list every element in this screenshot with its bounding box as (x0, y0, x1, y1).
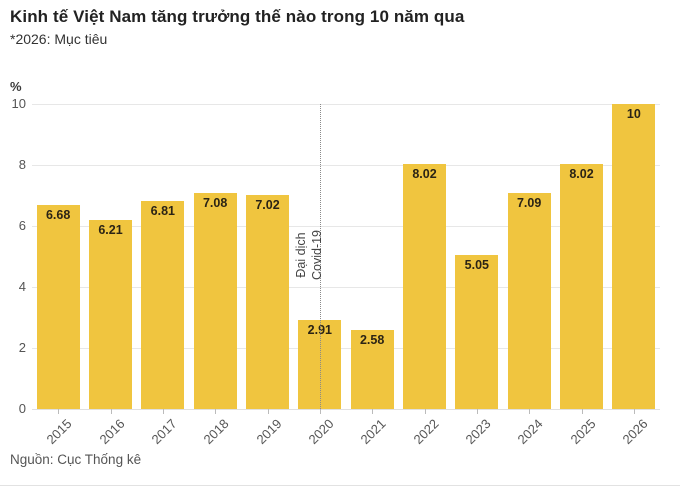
x-tick-label-2015: 2015 (43, 416, 75, 448)
x-tick-label-2024: 2024 (514, 416, 546, 448)
x-tick-2022 (424, 409, 426, 414)
x-tick-2023 (476, 409, 478, 414)
bottom-divider (0, 485, 680, 486)
covid-event-line (319, 104, 321, 409)
bar-value-label-2016: 6.21 (98, 222, 123, 237)
x-tick-label-2017: 2017 (148, 416, 180, 448)
bar-2022: 8.02 (403, 164, 446, 409)
bar-2024: 7.09 (507, 192, 551, 409)
gridline-y-0 (32, 409, 660, 410)
gridline-y-10 (32, 104, 660, 105)
bar-2018: 7.08 (193, 193, 237, 409)
bar-value-label-2019: 7.02 (255, 197, 280, 212)
plot-area: 6.68 6.21 6.81 7.08 7.02 2.91 2.58 8.02 5.05 7.09… (32, 104, 660, 410)
bar-value-label-2017: 6.81 (150, 204, 175, 219)
x-tick-2015 (58, 409, 60, 414)
x-tick-2018 (215, 409, 217, 414)
x-tick-label-2022: 2022 (410, 416, 442, 448)
gridline-y-4 (32, 287, 660, 288)
x-tick-label-2025: 2025 (567, 416, 599, 448)
x-tick-2026 (633, 409, 635, 414)
y-tick-label-10: 10 (11, 96, 26, 111)
x-tick-2016 (110, 409, 112, 414)
bar-2019: 7.02 (246, 194, 289, 409)
gridline-y-2 (32, 348, 660, 349)
x-tick-label-2021: 2021 (357, 416, 389, 448)
y-axis-unit-label: % (10, 79, 22, 94)
x-tick-2020 (319, 409, 321, 414)
x-tick-label-2026: 2026 (619, 416, 651, 448)
y-tick-label-2: 2 (18, 340, 26, 355)
bar-value-label-2024: 7.09 (516, 195, 542, 210)
bar-2017: 6.81 (141, 201, 185, 409)
gridline-y-6 (32, 226, 660, 227)
x-tick-label-2023: 2023 (462, 416, 494, 448)
x-tick-2021 (372, 409, 374, 414)
bar-value-label-2025: 8.02 (569, 167, 594, 182)
x-tick-label-2020: 2020 (305, 416, 337, 448)
x-tick-2024 (529, 409, 531, 414)
y-tick-label-0: 0 (18, 401, 26, 416)
y-tick-label-4: 4 (18, 279, 26, 294)
covid-annotation-label: Đại dịch Covid-19 (293, 229, 324, 280)
x-tick-label-2019: 2019 (253, 416, 285, 448)
bar-value-label-2022: 8.02 (412, 167, 437, 182)
bar-value-label-2021: 2.58 (359, 333, 385, 348)
bar-2026: 10 (612, 104, 656, 409)
x-tick-2025 (581, 409, 583, 414)
bar-2021: 2.58 (350, 330, 394, 409)
chart-source: Nguồn: Cục Thống kê (10, 452, 142, 467)
x-tick-label-2018: 2018 (200, 416, 232, 448)
x-tick-label-2016: 2016 (96, 416, 128, 448)
x-tick-2019 (267, 409, 269, 414)
bar-value-label-2015: 6.68 (45, 208, 71, 223)
bar-2016: 6.21 (89, 219, 132, 409)
bar-2025: 8.02 (560, 164, 603, 409)
bar-2023: 5.05 (455, 254, 499, 409)
bar-value-label-2018: 7.08 (202, 196, 228, 211)
bar-value-label-2026: 10 (626, 107, 641, 121)
y-tick-label-6: 6 (18, 218, 26, 233)
chart-title: Kinh tế Việt Nam tăng trưởng thế nào tro… (10, 7, 465, 26)
bar-2015: 6.68 (36, 205, 80, 409)
x-tick-2017 (162, 409, 164, 414)
gridline-y-8 (32, 165, 660, 166)
bar-value-label-2023: 5.05 (464, 257, 489, 272)
y-tick-label-8: 8 (18, 157, 26, 172)
chart-subtitle: *2026: Mục tiêu (10, 31, 108, 47)
